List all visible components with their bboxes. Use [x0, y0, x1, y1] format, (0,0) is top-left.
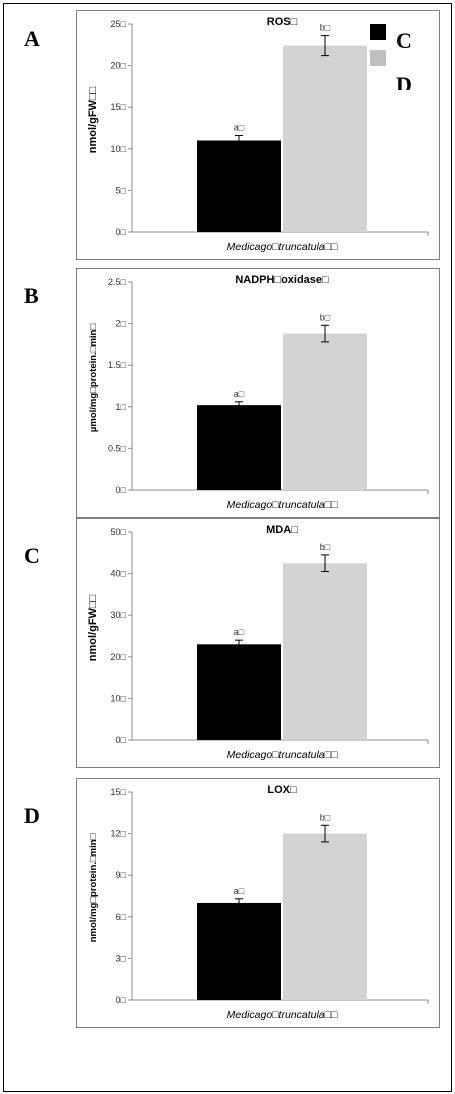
y-tick-label: 0□ — [116, 735, 127, 745]
chart-title: NADPH□oxidase□ — [235, 274, 329, 286]
y-tick-label: 10□ — [111, 693, 127, 703]
bar-control — [197, 644, 281, 740]
legend-swatch-d — [370, 50, 386, 66]
y-tick-label: 30□ — [111, 610, 127, 620]
figure — [3, 3, 452, 1092]
bar-treated — [283, 833, 367, 1000]
y-tick-label: 9□ — [116, 870, 127, 880]
y-tick-label: 1.5□ — [108, 360, 127, 370]
y-axis-label: µmol/mg□protein.□min□ — [88, 324, 99, 432]
y-tick-label: 12□ — [111, 829, 127, 839]
y-tick-label: 0□ — [116, 227, 127, 237]
bar-control — [197, 902, 281, 1000]
bar-control — [197, 405, 281, 490]
bar-label: a□ — [234, 122, 245, 132]
y-tick-label: 0□ — [116, 995, 127, 1005]
panel-letter-d: D — [24, 803, 40, 828]
x-axis-label: Medicago□truncatula□□ — [227, 1009, 338, 1021]
chart-ros: 0□ 5□ 10□ 15□ 20□ 25□ a□ b□ ROS□ Medicago□truncat… — [76, 10, 440, 260]
chart-mda: 0□ 10□ 20□ 30□ 40□ 50□ a□ b□ MDA□ Medicago□trunca… — [76, 518, 440, 768]
y-tick-label: 10□ — [111, 144, 127, 154]
bar-treated — [283, 563, 367, 740]
panel-letter-c: C — [24, 543, 40, 568]
y-axis-label: nmol/mg□protein.□min□ — [88, 833, 99, 942]
bar-label: a□ — [234, 627, 245, 637]
panel-letter-b: B — [24, 283, 39, 308]
bar-label: b□ — [320, 312, 331, 322]
y-tick-label: 50□ — [111, 527, 127, 537]
chart-title: MDA□ — [266, 524, 298, 536]
x-axis-label: Medicago□truncatula□□ — [227, 749, 338, 761]
bar-label: a□ — [234, 389, 245, 399]
y-axis-label: nmol/gFW□□ — [87, 86, 99, 153]
y-tick-label: 5□ — [116, 185, 127, 195]
bar-treated — [283, 333, 367, 490]
chart-lox: 0□ 3□ 6□ 9□ 12□ 15□ a□ b□ LOX□ Medicago□truncatul… — [76, 778, 440, 1028]
x-axis-label: Medicago□truncatula□□ — [227, 499, 338, 511]
legend-label-d: D — [396, 72, 412, 91]
y-tick-label: 25□ — [111, 19, 127, 29]
y-tick-label: 15□ — [111, 787, 127, 797]
bar-control — [197, 140, 281, 232]
legend-swatch-c — [370, 24, 386, 40]
y-tick-label: 2.5□ — [108, 277, 127, 287]
bar-label: a□ — [234, 886, 245, 896]
y-tick-label: 20□ — [111, 61, 127, 71]
y-axis-label: nmol/gFW□□ — [87, 594, 99, 661]
legend-label-d-clip: D — [395, 72, 435, 91]
y-tick-label: 0□ — [116, 485, 127, 495]
chart-nadph-oxidase: 0□ 0.5□ 1□ 1.5□ 2□ 2.5□ a□ b□ NADPH□oxidase□ Medi… — [76, 268, 440, 518]
y-tick-label: 6□ — [116, 912, 127, 922]
chart-title: ROS□ — [267, 16, 298, 28]
x-axis-label: Medicago□truncatula□□ — [227, 241, 338, 253]
bar-label: b□ — [320, 812, 331, 822]
bar-label: b□ — [320, 542, 331, 552]
bar-label: b□ — [320, 23, 331, 33]
y-tick-label: 40□ — [111, 569, 127, 579]
bar-treated — [283, 45, 367, 232]
y-tick-label: 15□ — [111, 102, 127, 112]
chart-title: LOX□ — [267, 784, 297, 796]
legend-label-c: C — [396, 28, 412, 53]
y-tick-label: 1□ — [116, 402, 127, 412]
y-tick-label: 3□ — [116, 953, 127, 963]
y-tick-label: 20□ — [111, 652, 127, 662]
panel-letter-a: A — [24, 26, 40, 51]
y-tick-label: 2□ — [116, 319, 127, 329]
y-tick-label: 0.5□ — [108, 443, 127, 453]
